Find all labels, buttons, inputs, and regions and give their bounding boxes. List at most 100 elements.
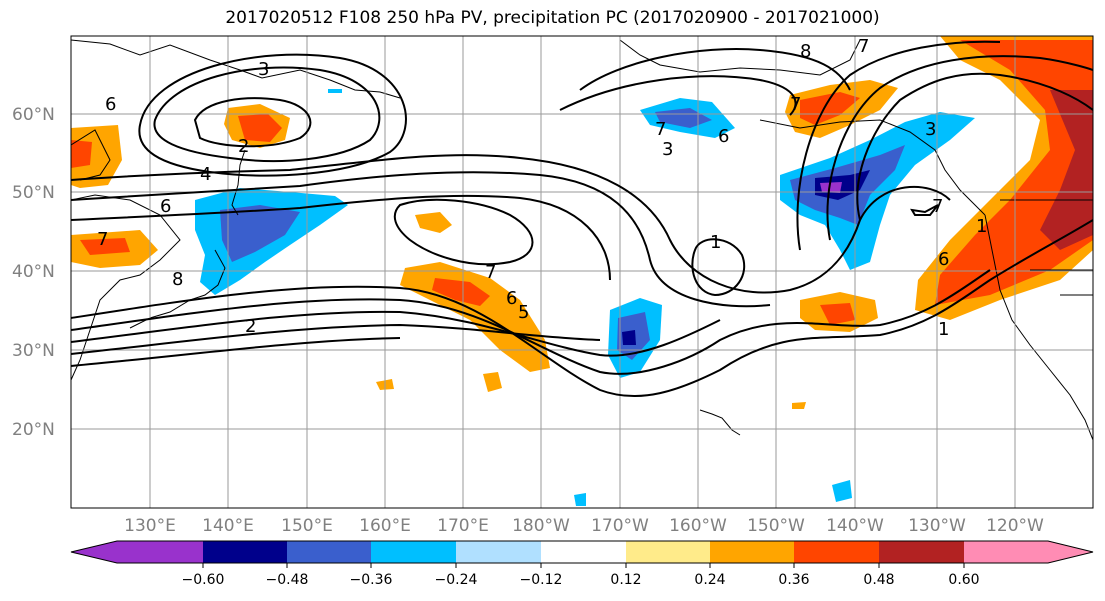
shade-small-positive-1 [415,212,452,233]
pv-contour-11 [71,194,611,281]
colorbar-tick-label: −0.12 [520,572,563,588]
colorbar-segment [203,541,287,563]
colorbar-outline [70,540,1094,564]
lon-label: 120°W [986,516,1044,536]
shade-central-pacific-core [432,278,490,306]
lat-label: 60°N [12,105,55,125]
map-frame [70,35,1094,509]
contour-label: 3 [258,59,269,80]
pv-contour-10 [71,171,771,308]
colorbar-tick-labels: −0.60 −0.48 −0.36 −0.24 −0.12 0.12 0.24 … [182,572,980,588]
positive-anomaly-shading [71,36,1093,409]
lat-label: 40°N [12,262,55,282]
colorbar-segment [71,541,117,563]
shade-gulf-alaska-negative-purple [820,182,842,193]
pv-contour-16 [796,40,1001,251]
contour-label: 5 [518,302,529,323]
shade-small-positive-4 [792,402,806,409]
shade-west-edge-45n-core [80,238,130,255]
contour-label: 8 [172,269,183,290]
colorbar-segment [964,541,1048,563]
pv-contour-9 [71,154,951,294]
shade-ne-coast-darkred [1040,90,1093,250]
lat-label: 20°N [12,420,55,440]
pv-contour-18 [559,75,797,116]
contour-label: 6 [105,94,116,115]
contour-label: 4 [200,164,211,185]
contour-label: 6 [506,288,517,309]
coastlines [71,39,1093,441]
colorbar-segment [794,541,879,563]
contour-label: 6 [160,196,171,217]
colorbar-tick-label: −0.36 [350,572,393,588]
pv-contour-4 [71,323,601,355]
contour-labels: 3 6 2 4 6 7 8 2 7 6 5 1 3 6 7 3 8 7 1 6 [97,36,987,340]
contour-label: 7 [97,229,108,250]
colorbar-tick-label: 0.12 [610,572,641,588]
contour-label: 7 [790,94,801,115]
contour-label: 2 [238,136,249,157]
shade-alaska-gulf-core [800,92,860,125]
colorbar-segment [371,541,456,563]
pv-contour-8 [193,97,312,148]
map-panel: 3 6 2 4 6 7 8 2 7 6 5 1 3 6 7 3 8 7 1 6 [70,35,1094,509]
colorbar-segment [456,541,541,563]
colorbar-segment [287,541,371,563]
pv-contour-3 [71,310,721,357]
shade-se-alaska-lobe-core [820,303,855,325]
lat-label: 50°N [12,183,55,203]
shade-small-negative-3 [328,89,342,93]
shade-small-negative-1 [832,480,852,502]
lon-label: 130°E [124,516,176,536]
shade-west-edge-60n-core [71,140,92,168]
colorbar-segment [710,541,794,563]
coastline-alaska [619,39,986,216]
colorbar-tick-label: −0.48 [266,572,309,588]
pv-contours [71,40,1093,398]
contour-label: 3 [925,119,936,140]
contour-label: 7 [655,119,666,140]
pv-contour-12 [393,198,534,266]
lon-label: 150°E [281,516,333,536]
coastline-north-america [984,214,1093,441]
contour-label: 6 [718,126,729,147]
shade-small-positive-2 [483,372,502,392]
colorbar-segment [541,541,626,563]
figure-title: 2017020512 F108 250 hPa PV, precipitatio… [225,8,880,28]
lon-label: 140°E [202,516,254,536]
colorbar-tick-label: 0.48 [863,572,894,588]
pv-contour-15 [826,55,1093,241]
contour-label: 1 [938,319,949,340]
contour-label: 7 [485,262,496,283]
colorbar-tick-label: 0.60 [948,572,979,588]
colorbar: −0.60 −0.48 −0.36 −0.24 −0.12 0.12 0.24 … [70,540,1094,588]
lon-label: 160°W [669,516,727,536]
negative-anomaly-shading [195,89,975,506]
lon-label: 130°W [908,516,966,536]
contour-label: 6 [938,249,949,270]
contour-label: 1 [976,216,987,237]
shade-small-negative-2 [574,493,586,506]
contour-label: 3 [662,139,673,160]
pv-contour-1 [71,219,1093,398]
colorbar-segment [117,541,203,563]
pv-contour-14 [856,72,1093,221]
lon-label: 180°W [512,516,570,536]
colorbar-segment [626,541,710,563]
shade-kamchatka-core [238,114,282,142]
colorbar-segment [1048,541,1093,563]
contour-label: 2 [245,316,256,337]
contour-label: 8 [800,41,811,62]
colorbar-ticks [202,563,965,568]
pv-contour-13 [691,238,746,297]
colorbar-segment [879,541,964,563]
colorbar-tick-label: 0.24 [694,572,725,588]
pv-contour-7 [138,53,407,177]
lat-label: 30°N [12,341,55,361]
lon-label: 160°E [359,516,411,536]
pv-contour-5 [71,337,401,367]
lon-label: 140°W [826,516,884,536]
shade-subtropical-negative-navy [622,330,636,345]
contour-label: 7 [932,196,943,217]
